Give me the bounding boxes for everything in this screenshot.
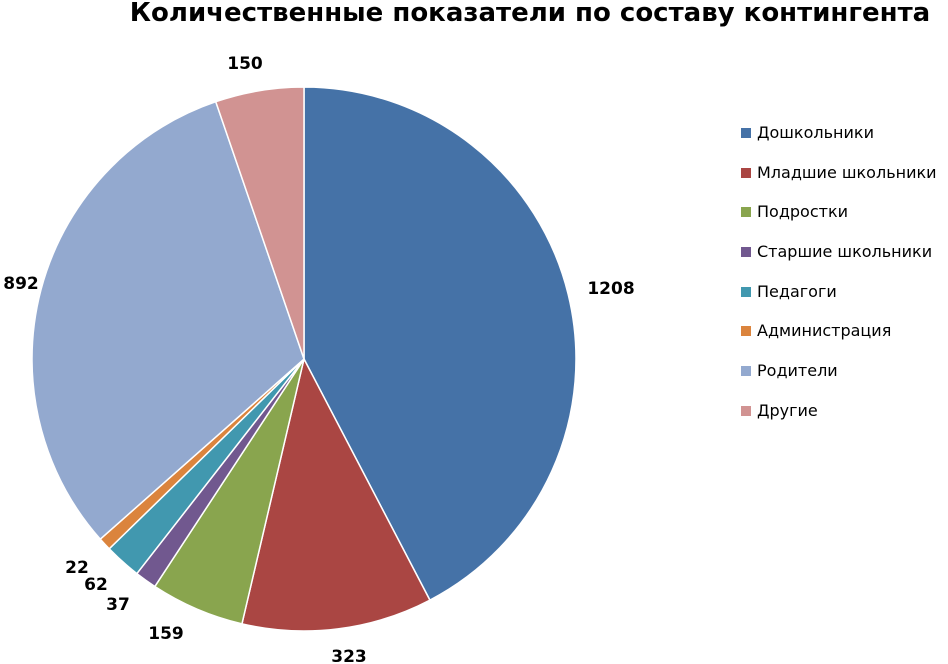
legend-label: Родители xyxy=(757,360,838,380)
data-label: 159 xyxy=(148,624,184,644)
legend-item: Педагоги xyxy=(741,272,937,312)
data-label: 323 xyxy=(331,647,367,664)
legend-item: Подростки xyxy=(741,192,937,232)
legend-swatch xyxy=(741,365,751,376)
pie-slices xyxy=(31,86,577,632)
data-label: 150 xyxy=(227,54,263,74)
pie-slice xyxy=(31,100,305,541)
legend-swatch xyxy=(741,286,751,297)
data-label: 62 xyxy=(84,575,108,595)
legend: Дошкольники Младшие школьники Подростки Ста… xyxy=(741,113,937,431)
legend-swatch xyxy=(741,405,751,416)
legend-swatch xyxy=(741,326,751,337)
legend-swatch xyxy=(741,127,751,138)
legend-item: Родители xyxy=(741,351,937,391)
data-label: 892 xyxy=(3,274,39,294)
legend-item: Старшие школьники xyxy=(741,232,937,272)
chart-title: Количественные показатели по составу кон… xyxy=(129,0,931,28)
pie-slice xyxy=(241,356,431,632)
legend-label: Дошкольники xyxy=(757,122,874,142)
legend-item: Администрация xyxy=(741,311,937,351)
legend-swatch xyxy=(741,167,751,178)
legend-label: Старшие школьники xyxy=(757,241,933,261)
data-label: 37 xyxy=(106,595,130,615)
pie-slice xyxy=(214,86,305,360)
legend-item: Другие xyxy=(741,391,937,431)
legend-label: Младшие школьники xyxy=(757,162,937,182)
legend-swatch xyxy=(741,246,751,257)
legend-label: Педагоги xyxy=(757,281,837,301)
data-label: 22 xyxy=(65,558,89,578)
data-label: 1208 xyxy=(587,279,634,299)
pie-slice xyxy=(303,86,577,602)
legend-label: Другие xyxy=(757,400,818,420)
legend-item: Младшие школьники xyxy=(741,153,937,193)
legend-label: Администрация xyxy=(757,321,892,341)
legend-label: Подростки xyxy=(757,202,849,222)
legend-swatch xyxy=(741,207,751,218)
legend-item: Дошкольники xyxy=(741,113,937,153)
